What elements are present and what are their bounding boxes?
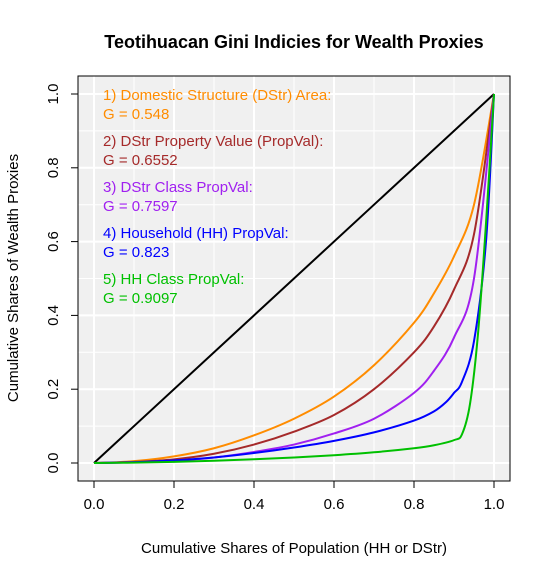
- lorenz-curve-4: [93, 93, 495, 464]
- y-tick-label: 0.6: [45, 231, 62, 252]
- annotation-label-2: 2) DStr Property Value (PropVal):: [103, 133, 323, 150]
- x-axis: 0.0 0.2 0.4 0.6 0.8 1.0: [84, 481, 505, 513]
- y-axis: 0.0 0.2 0.4 0.6 0.8 1.0: [45, 84, 78, 474]
- y-tick-label: 0.0: [45, 453, 62, 474]
- series-lines: [93, 93, 495, 464]
- x-tick-label: 0.8: [404, 496, 425, 513]
- x-tick-label: 0.0: [84, 496, 105, 513]
- annotation-gini-3: G = 0.7597: [103, 198, 178, 215]
- annotations: 1) Domestic Structure (DStr) Area: G = 0.…: [103, 87, 331, 307]
- annotation-label-3: 3) DStr Class PropVal:: [103, 179, 253, 196]
- y-tick-label: 0.8: [45, 157, 62, 178]
- annotation-gini-1: G = 0.548: [103, 106, 169, 123]
- annotation-label-4: 4) Household (HH) PropVal:: [103, 225, 289, 242]
- y-axis-label: Cumulative Shares of Wealth Proxies: [5, 154, 22, 402]
- x-tick-label: 0.2: [164, 496, 185, 513]
- y-tick-label: 0.4: [45, 305, 62, 326]
- lorenz-curve-1: [93, 93, 495, 464]
- x-tick-label: 0.4: [244, 496, 265, 513]
- plot-frame: [77, 75, 511, 482]
- equality-line: [93, 93, 495, 464]
- annotation-label-5: 5) HH Class PropVal:: [103, 271, 244, 288]
- annotation-gini-5: G = 0.9097: [103, 290, 178, 307]
- x-tick-label: 1.0: [484, 496, 505, 513]
- annotation-gini-2: G = 0.6552: [103, 152, 178, 169]
- annotation-gini-4: G = 0.823: [103, 244, 169, 261]
- x-tick-label: 0.6: [324, 496, 345, 513]
- lorenz-curve-2: [93, 93, 495, 464]
- chart-title: Teotihuacan Gini Indicies for Wealth Pro…: [104, 32, 483, 52]
- annotation-label-1: 1) Domestic Structure (DStr) Area:: [103, 87, 331, 104]
- x-axis-label: Cumulative Shares of Population (HH or D…: [141, 540, 447, 557]
- y-tick-label: 0.2: [45, 379, 62, 400]
- y-tick-label: 1.0: [45, 84, 62, 105]
- lorenz-curve-5: [93, 93, 495, 464]
